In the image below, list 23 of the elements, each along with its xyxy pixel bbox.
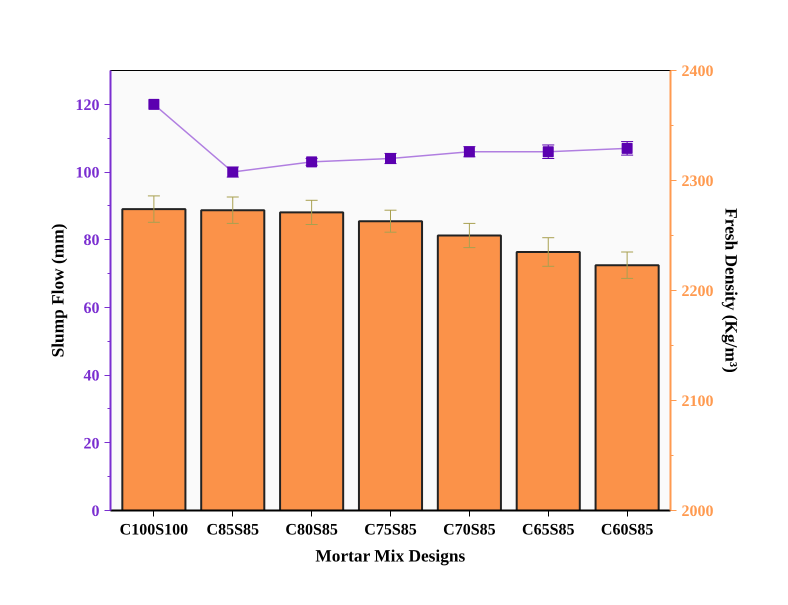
y-tick-label: 60: [84, 300, 100, 317]
y2-tick-label: 2000: [682, 503, 714, 520]
x-tick-label: C60S85: [600, 522, 654, 538]
x-tick-label: C75S85: [364, 522, 417, 538]
y-tick-label: 20: [84, 435, 100, 452]
x-tick-label: C85S85: [206, 522, 259, 538]
x-tick-label: C80S85: [285, 522, 338, 538]
y2-tick-label: 2100: [682, 393, 714, 410]
point: [148, 98, 160, 110]
y-tick-label: 40: [84, 368, 100, 385]
x-axis-title: Mortar Mix Designs: [315, 546, 466, 566]
x-tick-label: C100S100: [120, 522, 188, 538]
x-tick-label: C65S85: [522, 522, 574, 538]
y-tick-label: 80: [84, 232, 100, 250]
y-tick-label: 120: [76, 96, 100, 114]
y-axis-title: Slump Flow (mm): [48, 223, 68, 358]
y2-axis-title: Fresh Density (Kg/m³): [722, 208, 740, 374]
y2-tick-label: 2200: [682, 283, 714, 300]
y2-tick-label: 2400: [682, 63, 714, 80]
y-tick-label: 100: [76, 164, 100, 182]
y2-tick-label: 2300: [682, 173, 714, 190]
x-tick-label: C70S85: [443, 522, 496, 538]
y-tick-label: 0: [92, 503, 100, 520]
